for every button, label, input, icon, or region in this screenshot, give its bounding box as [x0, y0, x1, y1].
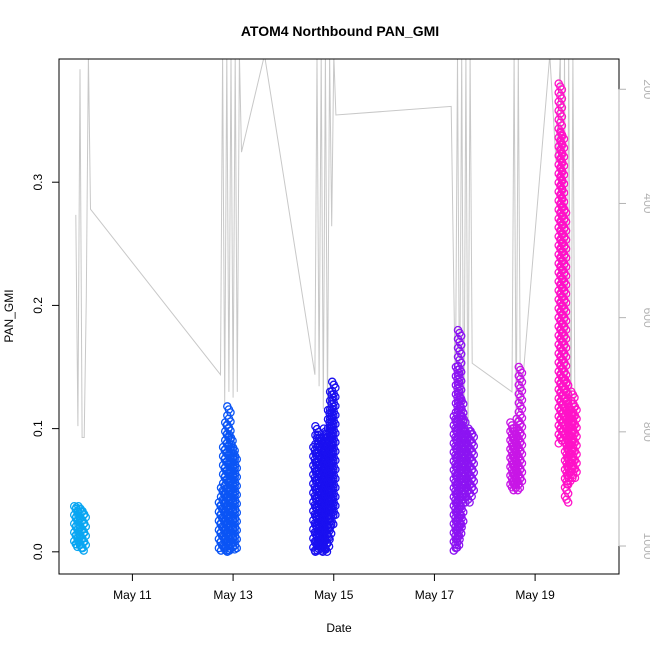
data-point [232, 543, 242, 553]
x-tick-label: May 19 [515, 588, 555, 602]
x-tick-label: May 15 [314, 588, 354, 602]
data-point [325, 535, 334, 544]
x-axis-label: Date [326, 621, 352, 635]
y-tick-label: 0.1 [31, 420, 45, 437]
y-axis-label: PAN_GMI [2, 289, 16, 342]
series-4 [449, 325, 479, 555]
data-point [321, 545, 331, 554]
secondary-y-axis: 200 400 600 800 1000 [618, 79, 650, 560]
series-1 [69, 501, 91, 555]
x-tick-label: May 11 [113, 588, 152, 602]
scatter-points-layer [69, 79, 581, 557]
data-point [469, 485, 479, 495]
y-tick-label: 0.2 [31, 297, 45, 314]
series-3 [309, 377, 340, 557]
x-tick-label: May 17 [415, 588, 455, 602]
data-point [570, 473, 580, 483]
data-point [449, 546, 459, 555]
chart-title: ATOM4 Northbound PAN_GMI [241, 23, 439, 39]
series-2 [214, 402, 242, 557]
y2-tick-label: 800 [641, 422, 650, 442]
data-point [455, 535, 464, 544]
secondary-trace-layer [75, 59, 576, 467]
data-point [451, 543, 461, 553]
y-axis: 0.0 0.1 0.2 0.3 [31, 174, 60, 560]
series-6 [554, 79, 581, 507]
data-point [325, 522, 335, 532]
y2-tick-label: 200 [641, 79, 650, 99]
data-point [513, 485, 523, 495]
data-point [78, 543, 87, 553]
y-tick-label: 0.0 [31, 543, 45, 560]
x-tick-label: May 13 [213, 588, 253, 602]
series-5 [506, 362, 527, 495]
data-point [331, 510, 340, 520]
data-point [457, 522, 466, 532]
x-axis: May 11 May 13 May 15 May 17 May 19 [113, 573, 555, 602]
data-point [563, 498, 573, 507]
y2-tick-label: 600 [641, 308, 650, 328]
y-tick-label: 0.3 [31, 174, 45, 191]
y2-tick-label: 400 [641, 193, 650, 213]
secondary-trace-line [75, 59, 576, 467]
y2-tick-label: 1000 [641, 533, 650, 560]
data-point [562, 479, 572, 489]
data-point [514, 479, 524, 489]
